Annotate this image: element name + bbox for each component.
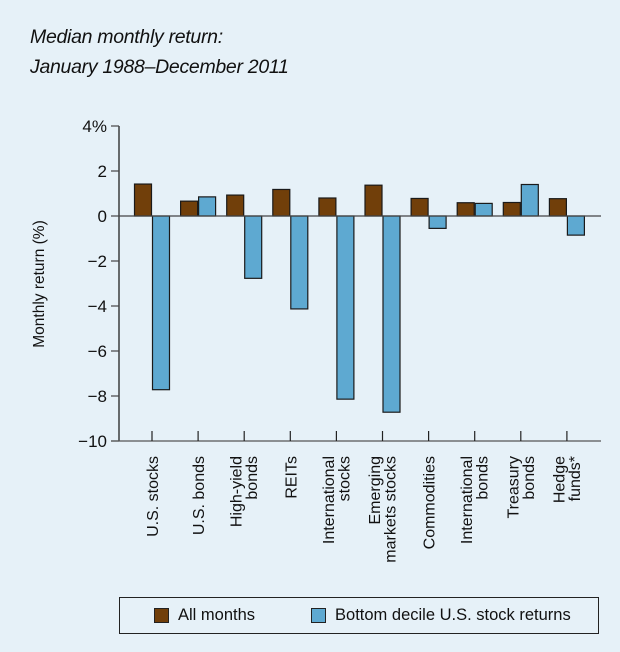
bar-all-months xyxy=(226,194,245,217)
x-tick-label: bonds xyxy=(521,456,538,500)
y-tick-label: −8 xyxy=(88,387,107,406)
x-tick-label: bonds xyxy=(475,456,492,500)
x-tick-label: bonds xyxy=(244,456,261,500)
x-tick-label: funds* xyxy=(567,456,584,501)
legend-label-bottom-decile: Bottom decile U.S. stock returns xyxy=(335,606,571,624)
x-tick-label: stocks xyxy=(336,456,353,501)
bar-bottom-decile xyxy=(244,215,263,279)
bar-bottom-decile xyxy=(336,215,355,400)
bar-bottom-decile xyxy=(566,215,586,236)
bar-all-months xyxy=(456,202,475,217)
x-tick-label: High-yield xyxy=(229,456,246,527)
bar-bottom-decile xyxy=(428,215,447,229)
legend-swatch-all-months xyxy=(154,608,169,623)
legend: All months Bottom decile U.S. stock retu… xyxy=(119,597,599,634)
legend-label-all-months: All months xyxy=(178,606,256,624)
legend-item-all-months: All months xyxy=(154,606,255,625)
bar-all-months xyxy=(548,198,568,217)
bar-all-months xyxy=(410,197,429,217)
y-tick-label: 2 xyxy=(98,162,107,181)
bar-bottom-decile xyxy=(520,183,539,217)
x-tick-label: U.S. bonds xyxy=(191,456,208,535)
bar-all-months xyxy=(318,197,337,217)
bar-bottom-decile xyxy=(290,215,309,310)
x-tick-label: Emerging xyxy=(367,456,384,524)
bar-all-months xyxy=(133,183,153,217)
x-tick-label: International xyxy=(321,456,338,544)
chart-title-line2: January 1988–December 2011 xyxy=(30,56,289,78)
y-tick-label: −6 xyxy=(88,342,107,361)
legend-item-bottom-decile: Bottom decile U.S. stock returns xyxy=(311,606,571,625)
x-tick-label: International xyxy=(459,456,476,544)
chart-title-line1: Median monthly return: xyxy=(30,26,223,48)
legend-swatch-bottom-decile xyxy=(311,608,327,623)
bar-bottom-decile xyxy=(382,215,401,413)
bar-all-months xyxy=(272,188,291,217)
bar-all-months xyxy=(180,200,199,217)
y-axis-label: Monthly return (%) xyxy=(31,220,48,347)
bar-bottom-decile xyxy=(151,215,171,391)
bar-bottom-decile xyxy=(198,196,217,217)
y-tick-label: −4 xyxy=(88,297,107,316)
x-tick-label: markets stocks xyxy=(383,456,400,563)
y-tick-label: −10 xyxy=(78,432,107,451)
x-tick-label: Treasury xyxy=(505,456,522,519)
bar-all-months xyxy=(364,184,383,217)
x-tick-label: REITs xyxy=(283,456,300,499)
x-tick-label: Commodities xyxy=(422,456,439,549)
x-tick-label: U.S. stocks xyxy=(145,456,162,537)
y-tick-label: −2 xyxy=(88,252,107,271)
x-tick-label: Hedge xyxy=(551,456,568,503)
bar-bottom-decile xyxy=(474,202,493,217)
bar-all-months xyxy=(502,201,521,217)
y-tick-label: 4% xyxy=(82,117,107,136)
y-tick-label: 0 xyxy=(98,207,107,226)
